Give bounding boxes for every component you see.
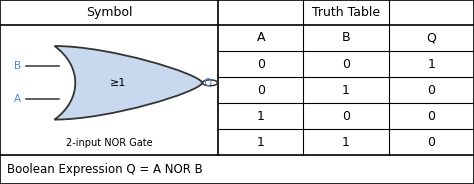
Circle shape xyxy=(202,80,218,86)
Text: A: A xyxy=(14,94,21,104)
Text: B: B xyxy=(14,61,21,71)
Text: 1: 1 xyxy=(257,136,264,149)
Text: Q: Q xyxy=(427,31,436,44)
Text: 0: 0 xyxy=(428,110,435,123)
Text: Symbol: Symbol xyxy=(86,6,132,19)
Text: Q: Q xyxy=(204,78,212,88)
Text: Boolean Expression Q = A NOR B: Boolean Expression Q = A NOR B xyxy=(7,163,203,176)
Text: ≥1: ≥1 xyxy=(110,78,127,88)
Text: 0: 0 xyxy=(257,84,264,97)
Text: A: A xyxy=(256,31,265,44)
Text: Truth Table: Truth Table xyxy=(312,6,380,19)
Text: 2-input NOR Gate: 2-input NOR Gate xyxy=(66,138,152,148)
Text: 0: 0 xyxy=(428,136,435,149)
PathPatch shape xyxy=(55,46,202,120)
Text: 1: 1 xyxy=(342,84,350,97)
Text: 1: 1 xyxy=(428,58,435,70)
Text: B: B xyxy=(342,31,350,44)
Text: 0: 0 xyxy=(257,58,264,70)
Text: 1: 1 xyxy=(257,110,264,123)
Text: 1: 1 xyxy=(342,136,350,149)
Text: 0: 0 xyxy=(342,58,350,70)
Text: 0: 0 xyxy=(428,84,435,97)
Text: 0: 0 xyxy=(342,110,350,123)
